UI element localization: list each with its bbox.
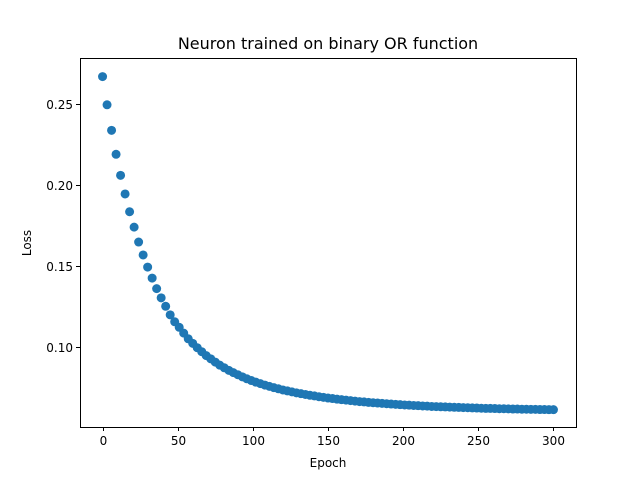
data-point [129,222,139,232]
data-point [147,273,157,283]
x-tick-label: 50 [171,434,186,448]
y-tick-label: 0.15 [46,260,73,274]
y-axis-label: Loss [20,230,34,256]
y-tick-label: 0.25 [46,98,73,112]
data-point [111,149,121,159]
x-tick-label: 150 [317,434,340,448]
data-point [120,189,130,199]
data-point [548,405,558,415]
data-point [152,284,162,294]
y-axis-ticks: 0.10 0.15 0.20 0.25 [46,98,80,355]
x-tick-label: 250 [467,434,490,448]
data-point [125,207,135,217]
data-point [161,301,171,311]
x-tick-label: 0 [100,434,108,448]
x-tick-label: 100 [242,434,265,448]
data-point [98,72,108,82]
y-tick-label: 0.20 [46,179,73,193]
data-points [98,72,558,415]
data-point [116,170,126,180]
data-point [102,100,112,110]
x-tick-label: 300 [542,434,565,448]
x-axis-label: Epoch [310,456,347,470]
data-point [138,250,148,260]
x-axis-ticks: 0 50 100 150 200 250 300 [100,427,565,448]
data-point [134,237,144,247]
x-tick-label: 200 [392,434,415,448]
data-point [165,310,175,320]
data-point [156,293,166,303]
data-point [143,262,153,272]
data-point [107,125,117,135]
chart-title: Neuron trained on binary OR function [178,34,478,53]
y-tick-label: 0.10 [46,341,73,355]
